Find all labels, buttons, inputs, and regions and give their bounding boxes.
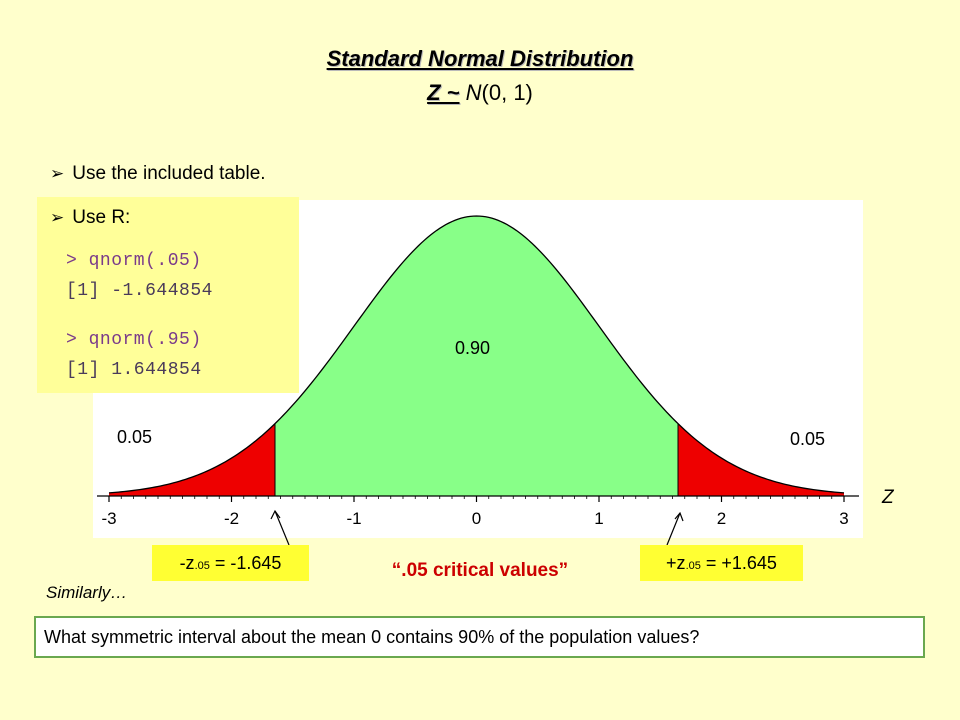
lower-critical-value: = -1.645 [209, 553, 282, 573]
normal-curve-svg: -3 -2 -1 0 1 2 3 [97, 215, 859, 528]
z-symbol: Z ~ [427, 80, 460, 105]
x-tick-label: -3 [101, 509, 116, 528]
x-tick-label: 0 [472, 509, 481, 528]
slide-title: Standard Normal Distribution [326, 46, 634, 71]
upper-critical-subscript: .05 [685, 560, 701, 572]
lower-critical-z: -z [179, 553, 195, 573]
bullet-r: ➢ Use R: [50, 207, 130, 229]
r-output-1: [1] -1.644854 [66, 281, 213, 301]
bullet-table: ➢ Use the included table. [50, 163, 266, 185]
x-tick-label: -2 [224, 509, 239, 528]
x-tick-label: 3 [839, 509, 848, 528]
upper-critical-value-box: +z.05 = +1.645 [640, 545, 803, 581]
right-tail-region [678, 423, 844, 496]
z-axis-label: Z [882, 487, 894, 508]
center-region [274, 216, 679, 496]
x-tick-label: -1 [346, 509, 361, 528]
r-code-box: ➢ Use R: > qnorm(.05) [1] -1.644854 > qno… [37, 197, 299, 393]
similarly-text: Similarly… [46, 583, 128, 602]
r-output-2: [1] 1.644854 [66, 360, 202, 380]
left-tail-region [109, 423, 275, 496]
bullet-r-text: Use R: [72, 207, 131, 228]
distribution-params: (0, 1) [481, 80, 533, 105]
critical-values-note: “.05 critical values” [391, 560, 569, 581]
upper-critical-z: +z [666, 553, 686, 573]
center-area-label: 0.90 [455, 338, 491, 358]
question-box: What symmetric interval about the mean 0… [34, 616, 925, 658]
lower-critical-value-box: -z.05 = -1.645 [152, 545, 309, 581]
left-tail-area-label: 0.05 [117, 427, 153, 447]
right-tail-area-label: 0.05 [790, 429, 826, 449]
arrow-bullet-icon: ➢ [50, 208, 65, 227]
x-tick-label: 2 [717, 509, 726, 528]
n-symbol: N [465, 80, 482, 105]
bullet-table-text: Use the included table. [72, 163, 266, 184]
distribution-notation: Z ~ N(0, 1) [0, 80, 960, 106]
r-command-1: > qnorm(.05) [66, 251, 202, 271]
upper-critical-value: = +1.645 [700, 553, 777, 573]
arrow-bullet-icon: ➢ [50, 164, 65, 183]
curve-outline [108, 215, 845, 494]
x-tick-label: 1 [594, 509, 603, 528]
lower-critical-subscript: .05 [194, 560, 210, 572]
r-command-2: > qnorm(.95) [66, 330, 202, 350]
